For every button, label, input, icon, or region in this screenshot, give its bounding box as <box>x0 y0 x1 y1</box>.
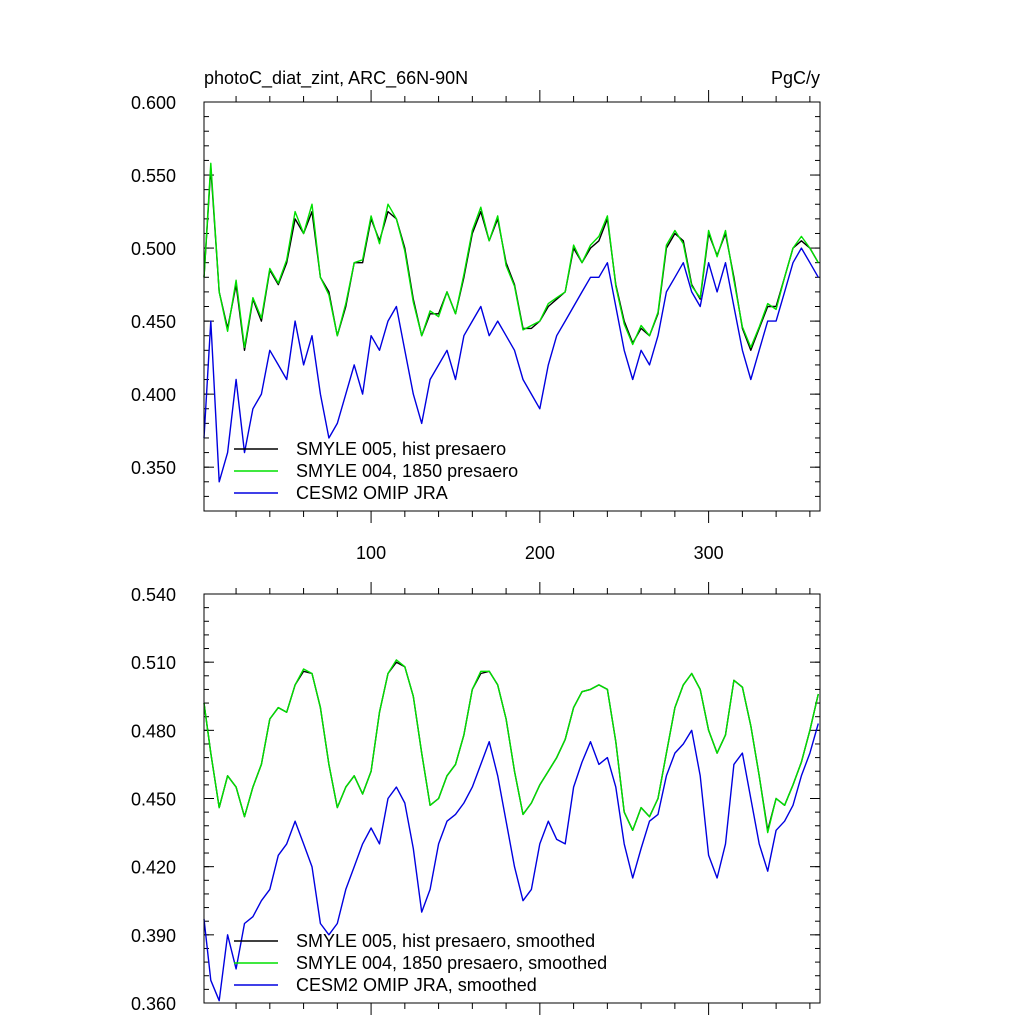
bottom-y-tick-label: 0.540 <box>131 585 176 605</box>
chart-title-left: photoC_diat_zint, ARC_66N-90N <box>204 68 468 89</box>
top-y-tick-label: 0.600 <box>131 93 176 113</box>
bottom-y-tick-label: 0.450 <box>131 790 176 810</box>
top-legend-label-omip: CESM2 OMIP JRA <box>296 483 448 503</box>
bottom-y-tick-label: 0.480 <box>131 721 176 741</box>
top-series-presaero1850 <box>203 162 819 349</box>
bottom-legend-label-omip: CESM2 OMIP JRA, smoothed <box>296 975 537 995</box>
bottom-plot-area <box>203 659 819 1002</box>
top-y-tick-label: 0.500 <box>131 239 176 259</box>
bottom-legend-label-presaero1850: SMYLE 004, 1850 presaero, smoothed <box>296 953 607 973</box>
bottom-y-tick-label: 0.420 <box>131 858 176 878</box>
bottom-axes: 0.540 0.510 0.480 0.450 0.420 0.390 0.360 <box>131 582 820 1015</box>
top-plot-frame <box>203 101 821 512</box>
bottom-legend-label-hist: SMYLE 005, hist presaero, smoothed <box>296 931 595 951</box>
top-legend-label-presaero1850: SMYLE 004, 1850 presaero <box>296 461 518 481</box>
panel-top: photoC_diat_zint, ARC_66N-90N PgC/y 0.60… <box>131 68 821 563</box>
bottom-y-tick-label: 0.390 <box>131 926 176 946</box>
top-x-tick-label: 300 <box>694 543 724 563</box>
bottom-series-presaero1850 <box>203 659 819 834</box>
chart-title-right: PgC/y <box>771 68 820 88</box>
top-y-tick-label: 0.450 <box>131 312 176 332</box>
top-legend-label-hist: SMYLE 005, hist presaero <box>296 439 506 459</box>
bottom-legend: SMYLE 005, hist presaero, smoothedSMYLE … <box>234 931 607 995</box>
bottom-series-omip <box>203 723 819 1002</box>
top-y-tick-label: 0.550 <box>131 166 176 186</box>
top-y-tick-label: 0.350 <box>131 458 176 478</box>
bottom-y-tick-label: 0.510 <box>131 653 176 673</box>
top-y-tick-label: 0.400 <box>131 385 176 405</box>
bottom-plot-frame <box>203 593 821 1004</box>
top-x-tick-label: 100 <box>356 543 386 563</box>
panel-bottom: 0.540 0.510 0.480 0.450 0.420 0.390 0.360 SMYL… <box>131 582 821 1015</box>
top-plot-area <box>203 162 819 483</box>
top-axes: 0.600 0.550 0.500 0.450 0.400 0.350 100 200 300 <box>131 90 820 563</box>
top-series-omip <box>203 247 819 483</box>
top-x-tick-label: 200 <box>525 543 555 563</box>
bottom-y-tick-label: 0.360 <box>131 994 176 1014</box>
